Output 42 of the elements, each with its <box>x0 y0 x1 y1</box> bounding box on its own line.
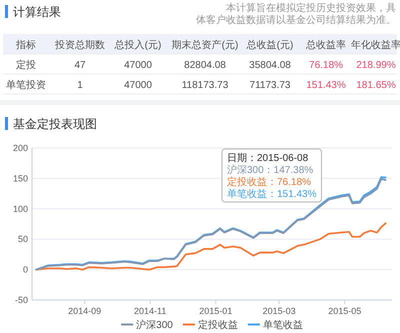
text: 计算结果 <box>13 5 61 19</box>
annotation: 沪深300：147.38% <box>227 164 314 176</box>
y-tick-label: 150 <box>12 173 28 184</box>
chart-title: 基金定投表现图 <box>13 117 97 131</box>
category-label: 总收益率 <box>305 39 346 51</box>
legend-label: 单笔收益 <box>262 319 303 331</box>
text: 218.99% <box>356 60 396 71</box>
annotation: 单笔收益：151.43% <box>227 188 317 200</box>
annotation: 定投收益：76.18% <box>227 176 312 188</box>
text: 71173.73 <box>250 80 290 91</box>
text: 151.43% <box>306 80 346 91</box>
category-label: 投资总期数 <box>54 39 105 51</box>
x-tick-label: 2015-01 <box>199 306 232 316</box>
category-label: 期末总资产(元) <box>172 39 238 51</box>
annotation: 日期：2015-06-08 <box>227 152 309 164</box>
text: 47 <box>74 60 86 71</box>
text: 1 <box>77 80 83 91</box>
text: 181.65% <box>356 80 396 91</box>
legend-label: 定投收益 <box>198 319 238 331</box>
y-tick-label: 50 <box>18 234 28 244</box>
x-tick-label: 2015-05 <box>328 306 362 316</box>
text: 47000 <box>124 60 152 71</box>
text: 118173.73 <box>182 80 228 91</box>
y-tick-label: -50 <box>14 295 28 305</box>
y-tick-label: 200 <box>12 143 28 153</box>
x-tick-label: 2014-09 <box>68 306 102 316</box>
category-label: 指标 <box>15 39 36 51</box>
y-tick-label: 100 <box>12 204 28 214</box>
line-series <box>35 222 386 270</box>
category-label: 单笔投资 <box>6 80 46 91</box>
text: 76.18% <box>309 60 343 71</box>
text: 本计算旨在模拟定投历史投资效果，具体客户收益数据请以基金公司结算结果为准。 <box>196 2 396 26</box>
category-label: 总收益(元) <box>246 39 294 51</box>
legend-label: 沪深300 <box>136 319 174 331</box>
category-label: 总投入(元) <box>114 39 162 51</box>
x-tick-label: 2015-03 <box>262 306 296 316</box>
text: 47000 <box>124 80 152 91</box>
text: 82804.08 <box>184 60 226 71</box>
x-tick-label: 2014-11 <box>134 306 166 316</box>
text: 35804.08 <box>249 60 291 71</box>
category-label: 定投 <box>16 60 36 71</box>
y-tick-label: 0 <box>22 264 28 275</box>
